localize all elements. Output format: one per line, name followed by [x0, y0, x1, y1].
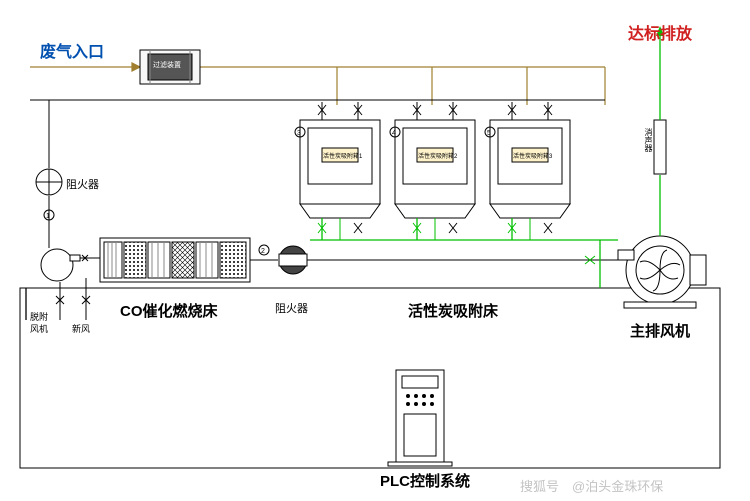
svg-text:2: 2 [261, 248, 265, 255]
flame1-label: 阻火器 [66, 176, 99, 192]
co-bed-label: CO催化燃烧床 [120, 300, 218, 321]
svg-text:3: 3 [297, 130, 301, 137]
adsorb3-label: 活性炭吸附箱3 [513, 151, 552, 160]
svg-text:4: 4 [392, 130, 396, 137]
diagram-svg: 1 2 3 4 5 [0, 0, 750, 501]
freshair-label: 新风 [72, 322, 90, 335]
watermark-right: @泊头金珠环保 [572, 476, 663, 495]
inlet-label: 废气入口 [40, 38, 104, 62]
diagram-canvas: 1 2 3 4 5 废气入口 达标排放 阻火器 CO催化燃烧床 阻火器 活性炭吸… [0, 0, 750, 501]
co-bed [100, 238, 250, 282]
adsorb2-label: 活性炭吸附箱2 [418, 151, 457, 160]
flame2-label: 阻火器 [275, 300, 308, 316]
plc-label: PLC控制系统 [380, 470, 470, 491]
svg-text:5: 5 [487, 130, 491, 137]
plc-cabinet [388, 370, 452, 466]
svg-text:1: 1 [46, 213, 50, 220]
silencer-label: 消声器 [643, 128, 654, 152]
emission-label: 达标排放 [628, 20, 692, 44]
carbon-bed-label: 活性炭吸附床 [408, 300, 498, 321]
watermark-left: 搜狐号 [520, 476, 559, 495]
adsorb1-label: 活性炭吸附箱1 [323, 151, 362, 160]
desorb-pump [41, 249, 100, 281]
silencer [654, 26, 666, 174]
filter-label: 过滤装置 [153, 60, 181, 70]
main-fan-label: 主排风机 [630, 320, 690, 341]
flame-arrester-2 [250, 246, 620, 274]
carbon-box-2 [395, 102, 475, 240]
carbon-box-3 [490, 102, 570, 240]
wind-label: 风机 [30, 322, 48, 335]
carbon-box-1 [300, 102, 380, 240]
